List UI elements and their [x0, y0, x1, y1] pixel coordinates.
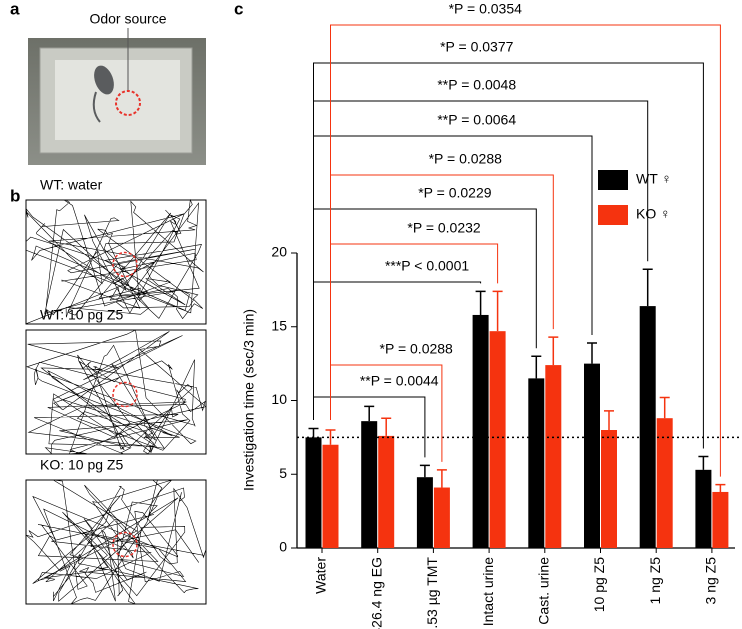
error-bar [531, 355, 542, 379]
y-tick-label: 15 [271, 317, 287, 333]
error-bar [548, 336, 559, 366]
error-bar [419, 464, 430, 478]
panel-label: c [234, 0, 243, 18]
tracks: WT: water WT: 10 pg Z5 KO: 10 pg Z5 [25, 177, 207, 605]
error-bar [475, 290, 486, 315]
x-tick-label: Water [313, 557, 329, 594]
error-bar [325, 429, 336, 445]
error-bar [492, 290, 503, 332]
p-value: *P = 0.0377 [440, 39, 514, 55]
legend-label: WT ♀ [636, 171, 672, 187]
error-bar [364, 405, 375, 422]
x-tick-label: 426.4 ng EG [368, 557, 384, 629]
error-bar [659, 396, 670, 419]
bracket [330, 24, 721, 477]
p-value: ***P < 0.0001 [385, 258, 469, 274]
p-value: **P = 0.0048 [437, 77, 516, 93]
error-bar [308, 427, 319, 438]
x-tick-label: 10 pg Z5 [591, 557, 607, 612]
track-path [25, 479, 207, 605]
bar [433, 487, 450, 548]
x-tick-label: 5.53 µg TMT [424, 557, 440, 629]
p-value: *P = 0.0232 [407, 220, 481, 236]
bar [305, 437, 322, 548]
p-value: *P = 0.0354 [449, 1, 523, 17]
bar [361, 421, 378, 548]
mouse [94, 65, 114, 95]
bar [601, 430, 617, 548]
bar [472, 314, 489, 548]
y-axis-label: Investigation time (sec/3 min) [241, 309, 257, 491]
bar [639, 306, 656, 548]
bar [656, 418, 673, 548]
panel-label: b [10, 186, 20, 205]
x-tick-label: Cast. urine [536, 557, 552, 625]
legend-label: KO ♀ [636, 206, 671, 222]
track-label: WT: 10 pg Z5 [40, 307, 123, 323]
bar [489, 331, 506, 548]
legend-swatch [598, 205, 628, 225]
bedding [55, 60, 180, 140]
bar [695, 469, 712, 548]
bar [416, 477, 433, 548]
track-label: KO: 10 pg Z5 [40, 457, 123, 473]
y-tick-label: 10 [271, 391, 287, 407]
track-label: WT: water [40, 177, 103, 193]
p-value: *P = 0.0288 [429, 151, 503, 167]
bracket [313, 62, 704, 449]
track-path [26, 329, 207, 455]
error-bar [587, 342, 597, 364]
error-bar [436, 469, 447, 488]
error-bar [715, 483, 726, 492]
p-value: *P = 0.0229 [418, 185, 492, 201]
p-value: **P = 0.0064 [437, 112, 516, 128]
bar [545, 365, 562, 548]
bar [584, 363, 600, 548]
odor-circle [112, 531, 138, 558]
track-box [25, 479, 207, 605]
odor-circle [115, 90, 141, 116]
bar [528, 378, 545, 548]
odor-circle [112, 251, 138, 278]
odor-circle [112, 381, 138, 408]
x-tick-label: 3 ng Z5 [703, 557, 719, 605]
x-tick-label: 1 ng Z5 [647, 557, 663, 605]
error-bar [698, 455, 709, 470]
y-tick-label: 0 [279, 539, 287, 555]
legend-swatch [598, 170, 628, 190]
tail [92, 91, 101, 123]
p-value: *P = 0.0288 [380, 341, 454, 357]
error-bar [381, 417, 392, 436]
panel-label: a [10, 0, 20, 18]
y-tick-label: 5 [279, 465, 287, 481]
bar [712, 491, 729, 548]
bar [378, 435, 395, 548]
p-value: **P = 0.0044 [360, 373, 439, 389]
y-tick-label: 20 [271, 244, 287, 260]
bar [322, 444, 339, 548]
error-bar [604, 410, 614, 430]
x-tick-label: Intact urine [480, 557, 496, 626]
error-bar [642, 268, 653, 307]
track-path [25, 198, 204, 325]
annotation: Odor source [89, 11, 166, 27]
